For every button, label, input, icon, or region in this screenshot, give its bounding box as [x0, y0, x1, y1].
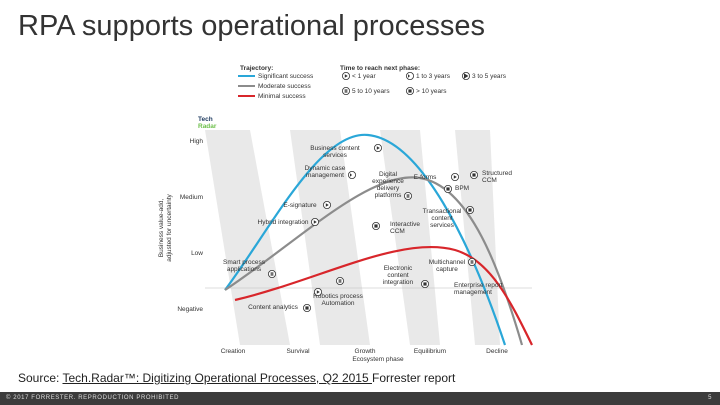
time-icon-glyph	[305, 306, 309, 310]
time-icon-glyph	[350, 173, 352, 177]
legend-label: Significant success	[258, 73, 314, 80]
time-icon-glyph	[408, 89, 412, 93]
legend-title: Time to reach next phase:	[340, 65, 420, 72]
y-level-label: Medium	[180, 194, 203, 201]
time-icon-glyph	[464, 73, 469, 79]
source-note: Source: Tech.Radar™: Digitizing Operatio…	[18, 371, 455, 385]
time-icon-glyph	[344, 74, 348, 78]
item-label: management	[454, 289, 492, 296]
item-label: Business content	[310, 145, 360, 152]
slide-title: RPA supports operational processes	[18, 10, 485, 42]
time-icon-glyph	[313, 220, 317, 224]
item-label: services	[323, 152, 348, 159]
item-label: management	[306, 172, 344, 179]
item-label: content	[431, 215, 453, 222]
phase-label: Equilibrium	[414, 348, 446, 355]
time-icon-glyph	[453, 175, 457, 179]
time-icon	[341, 87, 350, 96]
legend-label: 1 to 3 years	[416, 73, 451, 80]
item-label: Content analytics	[248, 304, 299, 311]
time-icon-glyph	[472, 173, 476, 177]
legend-label: > 10 years	[416, 88, 447, 95]
item-label: BPM	[455, 185, 469, 192]
y-level-label: High	[190, 138, 204, 145]
item-label: applications	[227, 266, 262, 273]
legend-label: Moderate success	[258, 83, 311, 90]
item-label: Robotics process	[313, 293, 364, 300]
phase-label: Survival	[286, 348, 310, 355]
footer: © 2017 FORRESTER. REPRODUCTION PROHIBITE…	[0, 392, 720, 405]
item-label: Smart process	[223, 259, 266, 266]
item-label: Digital	[379, 171, 398, 178]
legend-title: Trajectory:	[240, 65, 273, 72]
time-icon-glyph	[446, 187, 450, 191]
item-label: CCM	[390, 228, 405, 235]
y-level-label: Negative	[177, 306, 203, 313]
time-icon	[267, 269, 276, 278]
trajectory-curve	[224, 133, 507, 346]
phase-band	[455, 130, 500, 345]
phase-band	[205, 130, 290, 345]
phase-label: Growth	[355, 348, 376, 355]
source-prefix: Source:	[18, 371, 63, 385]
item-label: platforms	[375, 192, 402, 199]
item-label: E-signature	[283, 202, 317, 209]
time-icon-glyph	[325, 203, 329, 207]
item-label: Hybrid integration	[258, 219, 309, 226]
item-label: CCM	[482, 177, 497, 184]
legend-label: 5 to 10 years	[352, 88, 390, 95]
item-label: integration	[383, 279, 414, 286]
item-label: Transactional	[423, 208, 462, 215]
phase-band	[290, 130, 370, 345]
legend-label: < 1 year	[352, 73, 377, 80]
brand-label: Radar	[198, 123, 217, 130]
item-label: services	[430, 222, 455, 229]
item-label: Interactive	[390, 221, 420, 228]
time-icon-glyph	[376, 146, 380, 150]
phase-label: Decline	[486, 348, 508, 355]
item-label: Electronic	[384, 265, 413, 272]
legend-label: Minimal success	[258, 93, 306, 100]
page-number: 5	[708, 395, 712, 401]
y-axis-title: Business value-add,	[158, 199, 165, 258]
item-label: experience	[372, 178, 404, 185]
item-label: Automation	[322, 300, 355, 307]
phase-band	[380, 130, 440, 345]
source-link[interactable]: Tech.Radar™: Digitizing Operational Proc…	[62, 371, 372, 385]
item-label: Enterprise report	[454, 282, 503, 289]
item-label: E-forms	[414, 174, 438, 181]
time-icon-glyph	[316, 290, 320, 294]
item-label: delivery	[377, 185, 400, 192]
time-icon-glyph	[408, 74, 410, 78]
time-icon	[467, 257, 476, 266]
time-icon	[335, 276, 344, 285]
y-level-label: Low	[191, 250, 203, 257]
y-axis-title: adjusted for uncertainty	[166, 193, 173, 261]
item-label: Multichannel	[429, 259, 466, 266]
item-label: content	[387, 272, 409, 279]
time-icon	[403, 191, 412, 200]
source-suffix: Forrester report	[371, 371, 456, 385]
time-icon-glyph	[468, 208, 472, 212]
item-label: capture	[436, 266, 458, 273]
phase-label: Creation	[221, 348, 246, 355]
legend-label: 3 to 5 years	[472, 73, 507, 80]
trajectory-curve	[224, 176, 524, 346]
x-axis-title: Ecosystem phase	[352, 356, 404, 363]
item-label: Structured	[482, 170, 512, 177]
item-label: Dynamic case	[305, 165, 346, 172]
brand-label: Tech	[198, 116, 213, 123]
copyright: © 2017 FORRESTER. REPRODUCTION PROHIBITE…	[6, 395, 180, 401]
time-icon-glyph	[374, 224, 378, 228]
trajectory-curve	[234, 245, 533, 346]
time-icon-glyph	[423, 282, 427, 286]
